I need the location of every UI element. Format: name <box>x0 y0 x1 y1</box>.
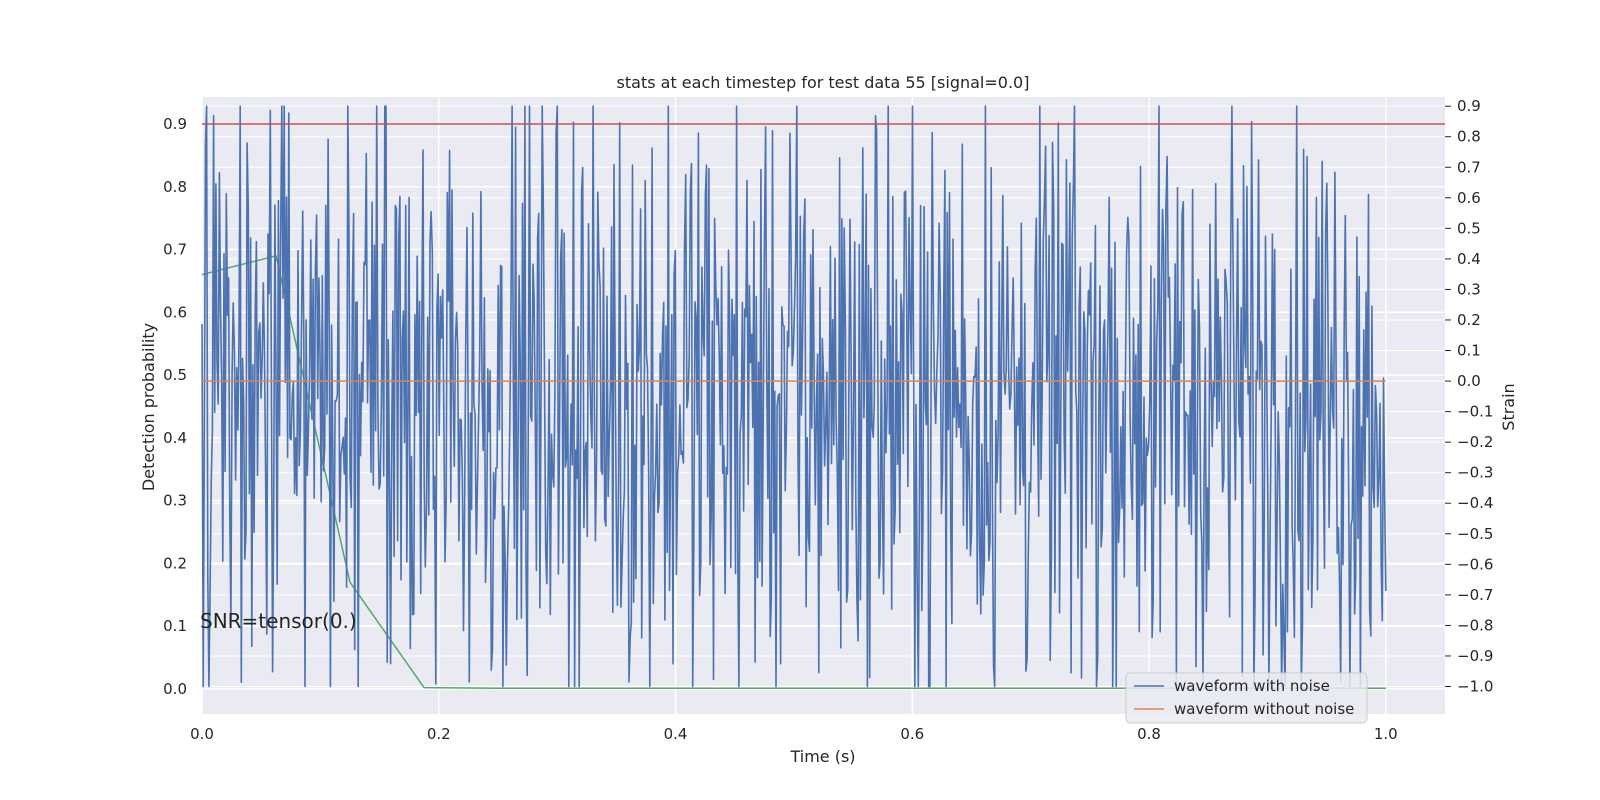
y-tick-label: 0.7 <box>163 241 187 259</box>
legend: waveform with noise waveform without noi… <box>1126 673 1367 723</box>
y2-tick-label: 0.8 <box>1457 128 1481 146</box>
y2-tick-label: −1.0 <box>1457 678 1493 696</box>
y2-axis-ticks: −1.0 −0.9 −0.8 −0.7 −0.6 −0.5 −0.4 −0.3 −0.2 −0.1… <box>1445 97 1493 695</box>
y2-tick-label: −0.1 <box>1457 403 1493 421</box>
legend-label-waveform-with-noise: waveform with noise <box>1174 677 1330 695</box>
y2-tick-label: 0.0 <box>1457 372 1481 390</box>
y2-tick-label: −0.2 <box>1457 433 1493 451</box>
y-axis-ticks: 0.0 0.1 0.2 0.3 0.4 0.5 0.6 0.7 0.8 0.9 <box>163 115 187 698</box>
y2-tick-label: 0.5 <box>1457 219 1481 237</box>
x-tick-label: 0.6 <box>900 725 924 743</box>
y2-tick-label: −0.5 <box>1457 525 1493 543</box>
x-axis-label: Time (s) <box>789 747 855 766</box>
y-tick-label: 0.4 <box>163 429 187 447</box>
y-tick-label: 0.9 <box>163 115 187 133</box>
x-tick-label: 0.4 <box>664 725 688 743</box>
y2-axis-label: Strain <box>1499 383 1518 430</box>
y-tick-label: 0.1 <box>163 617 187 635</box>
y2-tick-label: 0.6 <box>1457 189 1481 207</box>
x-tick-label: 0.8 <box>1137 725 1161 743</box>
y-tick-label: 0.5 <box>163 366 187 384</box>
y-tick-label: 0.8 <box>163 178 187 196</box>
y2-tick-label: −0.3 <box>1457 464 1493 482</box>
y2-tick-label: −0.6 <box>1457 555 1493 573</box>
y2-tick-label: 0.2 <box>1457 311 1481 329</box>
y2-tick-label: −0.9 <box>1457 647 1493 665</box>
y2-tick-label: 0.3 <box>1457 280 1481 298</box>
legend-label-waveform-without-noise: waveform without noise <box>1174 700 1354 718</box>
x-tick-label: 0.2 <box>427 725 451 743</box>
y-tick-label: 0.6 <box>163 303 187 321</box>
x-tick-label: 0.0 <box>190 725 214 743</box>
y2-tick-label: 0.4 <box>1457 250 1481 268</box>
y2-tick-label: 0.7 <box>1457 158 1481 176</box>
y2-tick-label: −0.7 <box>1457 586 1493 604</box>
y-tick-label: 0.0 <box>163 680 187 698</box>
y2-tick-label: 0.1 <box>1457 342 1481 360</box>
y-axis-label: Detection probability <box>139 323 158 491</box>
x-tick-label: 1.0 <box>1374 725 1398 743</box>
y-tick-label: 0.3 <box>163 492 187 510</box>
chart-title: stats at each timestep for test data 55 … <box>617 73 1030 92</box>
y2-tick-label: −0.4 <box>1457 494 1493 512</box>
snr-annotation: SNR=tensor(0.) <box>200 609 357 633</box>
y2-tick-label: 0.9 <box>1457 97 1481 115</box>
x-axis-ticks: 0.0 0.2 0.4 0.6 0.8 1.0 <box>190 725 1398 743</box>
chart: 0.0 0.2 0.4 0.6 0.8 1.0 0.0 0.1 0.2 0.3 0.4 0.5 0.6… <box>0 0 1600 800</box>
y2-tick-label: −0.8 <box>1457 616 1493 634</box>
y-tick-label: 0.2 <box>163 554 187 572</box>
